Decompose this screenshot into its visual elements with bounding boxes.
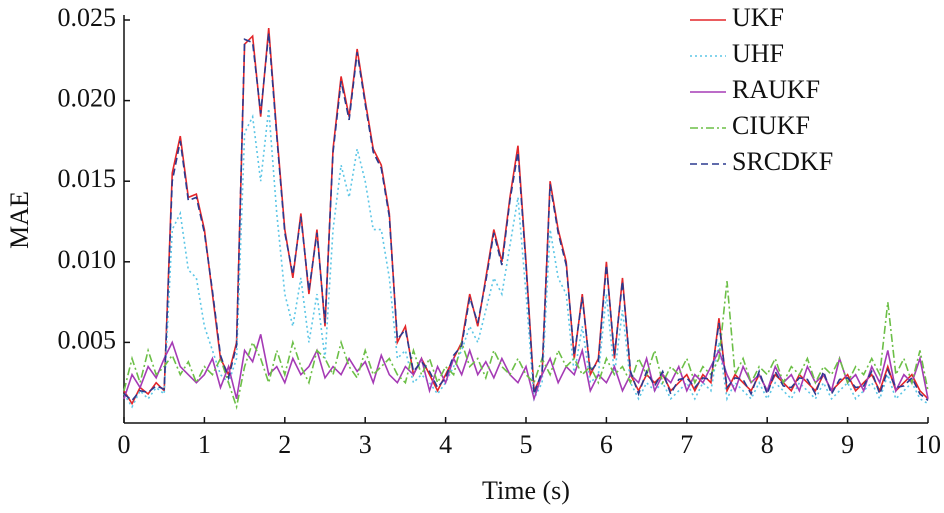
y-axis-label: MAE — [5, 191, 34, 249]
x-tick-label: 9 — [841, 430, 854, 459]
legend-label: SRCDKF — [732, 147, 833, 176]
y-tick-label: 0.015 — [58, 164, 117, 193]
series-line — [123, 334, 929, 402]
legend-label: RAUKF — [732, 75, 820, 104]
y-tick-label: 0.020 — [58, 84, 117, 113]
x-tick-label: 6 — [600, 430, 613, 459]
x-tick-label: 5 — [520, 430, 533, 459]
y-tick-label: 0.010 — [58, 245, 117, 274]
x-tick-label: 0 — [118, 430, 131, 459]
series-line — [123, 281, 929, 410]
y-tick-label: 0.025 — [58, 3, 117, 32]
x-tick-label: 3 — [359, 430, 372, 459]
x-axis-label: Time (s) — [482, 476, 570, 505]
x-tick-label: 2 — [278, 430, 291, 459]
series-line — [123, 108, 929, 409]
x-tick-label: 10 — [915, 430, 941, 459]
x-tick-label: 8 — [761, 430, 774, 459]
x-tick-label: 7 — [680, 430, 693, 459]
series-line — [123, 32, 929, 402]
legend-label: UHF — [732, 39, 784, 68]
y-tick-label: 0.005 — [58, 325, 117, 354]
x-tick-label: 1 — [198, 430, 211, 459]
legend-label: UKF — [732, 3, 784, 32]
x-tick-label: 4 — [439, 430, 452, 459]
legend-label: CIUKF — [732, 111, 810, 140]
